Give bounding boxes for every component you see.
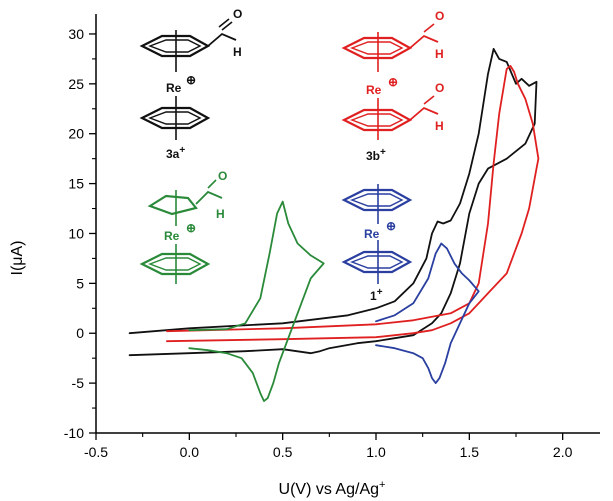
aldehyde-double-bond: [221, 21, 233, 31]
tick-labels: -0.5 0.0 0.5 1.0 1.5 2.0 -10 -5 0 5 10 15 20 25 30: [64, 26, 573, 460]
x-tick-label: -0.5: [84, 444, 108, 460]
molecule-green-complex: [139, 179, 223, 284]
hydrogen-label-3b-top: H: [435, 47, 444, 61]
molecule-label-1-main: 1: [370, 289, 377, 303]
oxygen-label-green: O: [218, 169, 227, 183]
molecule-label-3b-main: 3b: [366, 149, 380, 163]
series-line-red: [165, 65, 540, 343]
arene-ring-bottom: [341, 250, 413, 274]
y-tick-label: 10: [68, 225, 84, 241]
molecule-label-3a-sup: +: [179, 145, 185, 156]
y-tick-label: 20: [68, 126, 84, 142]
molecule-label-3b-sup: +: [380, 147, 386, 158]
x-tick-label: 1.5: [460, 444, 480, 460]
hydrogen-label-green: H: [216, 207, 225, 221]
x-tick-label: 0.5: [273, 444, 293, 460]
metal-label-1: Re: [364, 227, 380, 241]
molecule-label-3a-plus: 3a+: [166, 145, 185, 161]
metal-label-3b: Re: [366, 83, 382, 97]
arene-ring-inner-top: [148, 39, 202, 53]
aldehyde-bond: [207, 32, 237, 47]
hydrogen-label-3b-bottom: H: [435, 119, 444, 133]
aldehyde-bond-top: [409, 34, 439, 49]
y-axis-title: I(μA): [9, 241, 26, 276]
x-tick-label: 1.0: [366, 444, 386, 460]
molecule-3b-plus: [341, 23, 439, 140]
y-tick-label: 15: [68, 176, 84, 192]
x-axis-title: U(V) vs Ag/Ag+: [279, 479, 386, 498]
molecule-label-1-plus: 1+: [370, 287, 383, 303]
arene-ring-bottom: [139, 106, 211, 130]
molecule-3a-plus: [139, 18, 237, 140]
metal-label-green: Re: [164, 229, 180, 243]
hydrogen-label-3a: H: [233, 45, 242, 59]
arene-ring-inner-bottom: [148, 257, 202, 271]
series-layer: [128, 48, 540, 403]
charge-label-3a: ⊕: [186, 73, 196, 87]
charge-label-1: ⊕: [386, 219, 396, 233]
arene-ring-inner-top: [350, 41, 404, 55]
arene-ring-bottom: [139, 252, 211, 276]
arene-ring-inner-top: [350, 193, 404, 207]
aldehyde-double-bond: [207, 179, 217, 189]
molecule-label-3b-plus: 3b+: [366, 147, 386, 163]
x-axis-title-main: U(V) vs Ag/Ag: [279, 481, 379, 498]
series-line-black: [128, 48, 538, 357]
aldehyde-double-bond-bottom: [423, 95, 435, 105]
aldehyde-double-bond-top: [423, 23, 435, 33]
series-line-green: [188, 200, 325, 403]
molecule-1-plus: [341, 184, 413, 284]
arene-ring-inner-bottom: [148, 111, 202, 125]
charge-label-3b: ⊕: [388, 75, 398, 89]
y-tick-label: 5: [76, 275, 84, 291]
molecule-label-3a-main: 3a: [166, 147, 180, 161]
arene-ring-top: [341, 188, 413, 212]
oxygen-label-3b-top: O: [435, 9, 444, 23]
aldehyde-bond: [195, 190, 223, 205]
molecule-label-1-sup: +: [377, 287, 383, 298]
y-tick-label: -5: [72, 375, 85, 391]
x-tick-label: 2.0: [553, 444, 573, 460]
y-tick-label: 25: [68, 76, 84, 92]
y-tick-label: 30: [68, 26, 84, 42]
oxygen-label-3a: O: [233, 7, 242, 21]
aldehyde-bond-bottom: [409, 106, 439, 121]
arene-ring-inner-bottom: [350, 113, 404, 127]
tick-marks: [89, 33, 564, 440]
y-tick-label: 0: [76, 325, 84, 341]
arene-ring-inner-bottom: [350, 255, 404, 269]
cyclopentadienyl-ring: [147, 194, 198, 216]
charge-label-green: ⊕: [186, 221, 196, 235]
y-tick-label: -10: [64, 425, 84, 441]
oxygen-label-3b-bottom: O: [435, 81, 444, 95]
aldehyde-double-bond-2: [218, 18, 230, 28]
metal-label-3a: Re: [166, 81, 182, 95]
x-tick-label: 0.0: [180, 444, 200, 460]
x-axis-title-superscript: +: [379, 479, 385, 491]
series-line-blue: [375, 242, 480, 385]
